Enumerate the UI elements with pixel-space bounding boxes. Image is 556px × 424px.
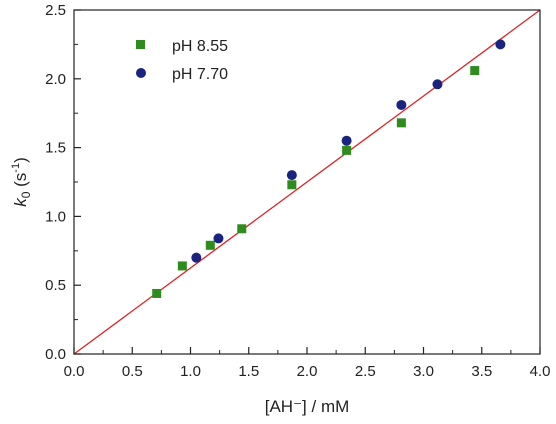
y-axis-title-symbol: k xyxy=(11,197,30,207)
y-tick-label: 0.0 xyxy=(45,346,66,363)
data-point-ph-7-70 xyxy=(495,39,506,50)
legend-label-ph-8-55: pH 8.55 xyxy=(172,38,228,55)
data-point-ph-8-55 xyxy=(152,288,162,298)
data-point-ph-7-70 xyxy=(341,135,352,146)
plot-frame xyxy=(73,9,541,355)
data-point-ph-8-55 xyxy=(287,180,297,190)
data-point-ph-7-70 xyxy=(191,252,202,263)
legend-label-ph-7-70: pH 7.70 xyxy=(172,66,228,83)
x-tick-label: 0.0 xyxy=(64,363,85,380)
y-axis-title-exponent: -1 xyxy=(10,163,22,173)
fit-line-group xyxy=(73,9,541,355)
x-tick-label: 2.0 xyxy=(297,363,318,380)
y-axis-title-subscript: 0 xyxy=(19,191,33,198)
legend-marker-ph-8-55 xyxy=(136,40,145,49)
y-tick-label: 2.5 xyxy=(45,2,66,19)
data-points xyxy=(152,39,506,298)
data-point-ph-7-70 xyxy=(432,79,443,90)
data-point-ph-8-55 xyxy=(342,145,352,155)
y-tick-label: 2.0 xyxy=(45,71,66,88)
x-tick-label: 1.5 xyxy=(238,363,259,380)
y-tick-label: 1.0 xyxy=(45,208,66,225)
x-tick-label: 1.0 xyxy=(180,363,201,380)
y-axis-title: k0 (s-1) xyxy=(10,157,33,207)
y-axis-title-unit: (s xyxy=(11,173,30,192)
legend: pH 8.55 pH 7.70 xyxy=(136,38,228,83)
x-tick-label: 2.5 xyxy=(355,363,376,380)
data-point-ph-8-55 xyxy=(470,66,480,76)
data-point-ph-8-55 xyxy=(237,224,247,234)
data-point-ph-8-55 xyxy=(396,118,406,128)
y-tick-label: 1.5 xyxy=(45,140,66,157)
x-axis-ticks: 0.0 0.5 1.0 1.5 2.0 2.5 3.0 3.5 4.0 xyxy=(64,347,551,380)
fit-line xyxy=(73,9,541,355)
x-axis-title: [AH⁻] / mM xyxy=(265,397,350,416)
x-tick-label: 3.0 xyxy=(413,363,434,380)
data-point-ph-8-55 xyxy=(205,240,215,250)
y-axis-ticks: 0.0 0.5 1.0 1.5 2.0 2.5 xyxy=(45,2,81,363)
data-point-ph-7-70 xyxy=(286,170,297,181)
legend-marker-ph-7-70 xyxy=(136,68,146,78)
data-point-ph-8-55 xyxy=(177,261,187,271)
data-point-ph-7-70 xyxy=(213,233,224,244)
data-point-ph-7-70 xyxy=(396,99,407,110)
y-axis-title-close: ) xyxy=(11,157,30,163)
y-tick-label: 0.5 xyxy=(45,277,66,294)
x-tick-label: 4.0 xyxy=(530,363,551,380)
x-tick-label: 3.5 xyxy=(471,363,492,380)
x-tick-label: 0.5 xyxy=(122,363,143,380)
